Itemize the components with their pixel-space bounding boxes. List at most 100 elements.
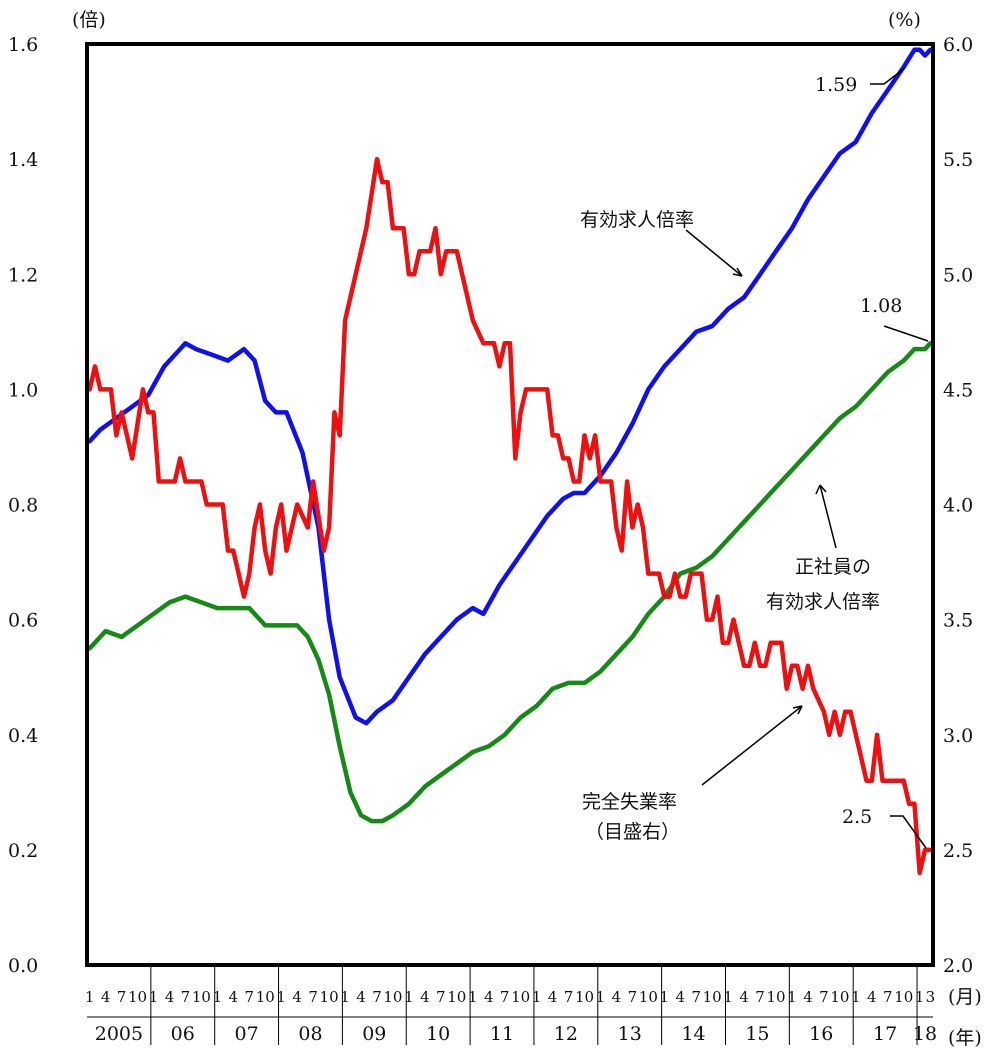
month-tick-label: 4 [612, 988, 622, 1006]
month-tick-label: 4 [675, 988, 685, 1006]
month-tick-label: 1 [213, 988, 223, 1006]
month-tick-label: 7 [564, 988, 574, 1006]
regular-label-line2: 有効求人倍率 [766, 591, 880, 613]
left-tick-label: 1.6 [8, 34, 38, 56]
left-tick-label: 1.0 [8, 379, 38, 401]
month-tick-label: 10 [639, 988, 658, 1006]
year-label: 17 [873, 1023, 897, 1045]
year-label: 15 [745, 1023, 769, 1045]
year-label: 10 [426, 1023, 450, 1045]
right-tick-label: 6.0 [943, 34, 973, 56]
unemployment-last-leader [890, 815, 927, 849]
year-label: 16 [809, 1023, 833, 1045]
month-tick-label: 10 [447, 988, 466, 1006]
right-tick-label: 4.5 [943, 379, 973, 401]
month-tick-label: 1 [596, 988, 606, 1006]
month-tick-label: 1 [660, 988, 670, 1006]
month-tick-label: 10 [575, 988, 594, 1006]
month-tick-label: 10 [830, 988, 849, 1006]
year-axis-unit: (年) [948, 1027, 982, 1049]
left-axis-unit: (倍) [72, 9, 106, 31]
right-axis-unit: (%) [888, 9, 921, 31]
month-tick-label: 10 [256, 988, 275, 1006]
month-tick-label: 7 [755, 988, 765, 1006]
year-label: 11 [490, 1023, 514, 1045]
month-tick-label: 7 [819, 988, 829, 1006]
month-tick-label: 4 [356, 988, 366, 1006]
month-tick-label: 7 [308, 988, 318, 1006]
month-tick-label: 4 [292, 988, 302, 1006]
right-axis-ticks: 2.0 2.5 3.0 3.5 4.0 4.5 5.0 5.5 6.0 [943, 34, 973, 977]
month-tick-label: 10 [511, 988, 530, 1006]
series-layer [87, 47, 933, 876]
unemployment-label-line2: （目盛右） [585, 821, 680, 843]
series-line-1 [87, 47, 933, 726]
regular-last-value: 1.08 [860, 295, 902, 317]
month-tick-label: 10 [894, 988, 913, 1006]
month-tick-label: 7 [181, 988, 191, 1006]
month-tick-label: 4 [803, 988, 813, 1006]
month-tick-label: 4 [484, 988, 494, 1006]
month-tick-label: 1 [468, 988, 478, 1006]
unemployment-arrow [701, 705, 803, 786]
right-tick-label: 5.5 [943, 149, 973, 171]
month-tick-label: 1 [532, 988, 542, 1006]
month-tick-label: 4 [739, 988, 749, 1006]
jobs-ratio-arrow [685, 229, 743, 277]
regular-arrow [819, 484, 837, 549]
right-tick-label: 5.0 [943, 264, 973, 286]
month-tick-label: 10 [383, 988, 402, 1006]
month-tick-label: 1 [787, 988, 797, 1006]
month-tick-label: 1 [723, 988, 733, 1006]
month-tick-label: 7 [628, 988, 638, 1006]
month-tick-label: 10 [128, 988, 147, 1006]
month-tick-label: 10 [766, 988, 785, 1006]
year-label: 13 [618, 1023, 642, 1045]
left-tick-label: 0.4 [8, 725, 38, 747]
month-tick-label: 7 [691, 988, 701, 1006]
right-tick-label: 3.5 [943, 610, 973, 632]
month-tick-label: 4 [420, 988, 430, 1006]
jobs-ratio-label: 有効求人倍率 [580, 209, 694, 231]
month-tick-label: 1 [851, 988, 861, 1006]
month-tick-label: 7 [500, 988, 510, 1006]
series-line-3 [87, 156, 933, 876]
jobs-ratio-arrowhead [732, 267, 743, 277]
month-tick-label: 1 [85, 988, 95, 1006]
left-tick-label: 0.0 [8, 955, 38, 977]
month-tick-label: 10 [320, 988, 339, 1006]
year-label: 2005 [95, 1023, 143, 1045]
plot-frame [85, 42, 935, 967]
left-tick-label: 0.8 [8, 495, 38, 517]
unemployment-label-line1: 完全失業率 [582, 791, 677, 813]
month-tick-label: 1 [149, 988, 159, 1006]
series-line-2 [87, 341, 933, 824]
month-tick-label: 4 [229, 988, 239, 1006]
month-tick-label: 7 [436, 988, 446, 1006]
month-tick-label: 10 [192, 988, 211, 1006]
month-tick-label: 4 [548, 988, 558, 1006]
left-tick-label: 1.4 [8, 149, 38, 171]
unemployment-last-value: 2.5 [842, 806, 872, 828]
year-label: 14 [681, 1023, 705, 1045]
left-tick-label: 1.2 [8, 264, 38, 286]
right-tick-label: 4.0 [943, 495, 973, 517]
left-tick-label: 0.2 [8, 840, 38, 862]
right-tick-label: 2.0 [943, 955, 973, 977]
month-tick-label: 7 [245, 988, 255, 1006]
regular-arrowhead [815, 484, 827, 495]
month-tick-label: 7 [117, 988, 127, 1006]
month-tick-label: 10 [703, 988, 722, 1006]
year-label: 06 [171, 1023, 195, 1045]
jobs-ratio-last-leader [870, 67, 906, 85]
year-label: 12 [554, 1023, 578, 1045]
month-tick-label: 7 [372, 988, 382, 1006]
year-label: 07 [235, 1023, 259, 1045]
month-tick-label: 1 [276, 988, 286, 1006]
month-tick-label: 1 [340, 988, 350, 1006]
left-tick-label: 0.6 [8, 610, 38, 632]
month-axis-unit: (月) [948, 986, 982, 1008]
month-tick-label: 1 [404, 988, 414, 1006]
